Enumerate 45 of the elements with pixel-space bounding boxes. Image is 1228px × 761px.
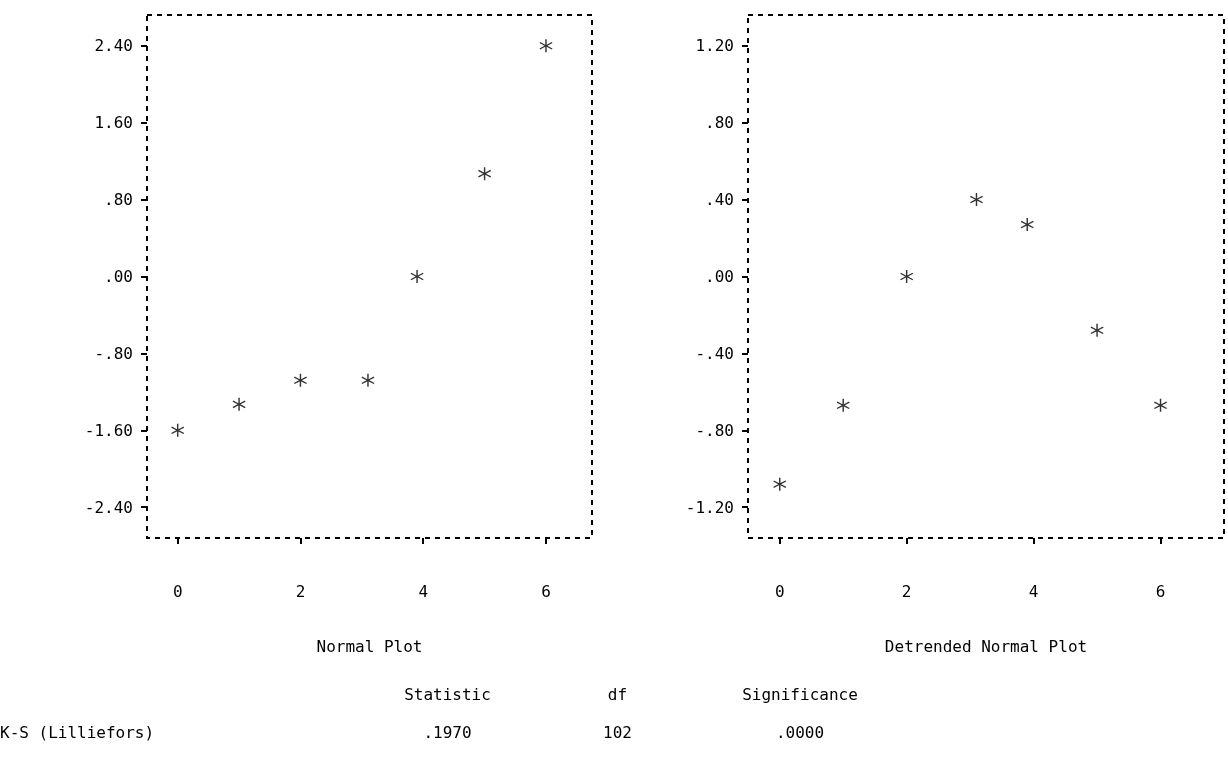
y-tick-label: -1.60 xyxy=(84,420,133,440)
x-tick-label: 6 xyxy=(1155,581,1166,601)
point xyxy=(900,270,914,283)
text: Significance xyxy=(741,683,859,706)
point xyxy=(1154,398,1168,412)
point xyxy=(410,270,424,283)
x-axis-title: Detrended Normal Plot xyxy=(884,636,1088,656)
point xyxy=(1020,218,1034,232)
x-tick-label: 2 xyxy=(901,581,912,601)
y-tick-label: -1.20 xyxy=(685,497,734,517)
text: K-S (Lilliefors) xyxy=(0,721,156,744)
y-tick-label: .40 xyxy=(705,190,734,210)
y-tick-label: .80 xyxy=(104,190,133,210)
y-tick-label: -2.40 xyxy=(84,497,133,517)
text: .1970 xyxy=(422,721,473,744)
y-tick-label: -.40 xyxy=(695,343,734,363)
point xyxy=(293,373,307,387)
x-tick-label: 4 xyxy=(1028,581,1039,601)
point xyxy=(836,398,850,412)
y-tick-label: .80 xyxy=(705,113,734,133)
text: Statistic xyxy=(403,683,492,706)
text: df xyxy=(606,683,629,706)
x-tick-label: 4 xyxy=(418,581,429,601)
y-tick-label: -.80 xyxy=(94,343,133,363)
point xyxy=(232,397,246,411)
point xyxy=(1090,323,1104,337)
point xyxy=(171,423,185,437)
point xyxy=(539,39,553,53)
point xyxy=(478,167,492,181)
point xyxy=(969,193,983,207)
x-tick-label: 6 xyxy=(541,581,551,601)
y-tick-label: 1.60 xyxy=(94,113,133,133)
point xyxy=(773,477,787,491)
y-tick-label: .00 xyxy=(705,267,734,286)
x-tick-label: 0 xyxy=(774,581,785,601)
x-tick-label: 0 xyxy=(172,581,183,601)
text: .0000 xyxy=(774,721,826,744)
x-axis-title: Normal Plot xyxy=(316,636,423,656)
y-tick-label: -.80 xyxy=(695,420,734,440)
text: 102 xyxy=(602,721,633,744)
point xyxy=(361,373,375,387)
y-tick-label: 2.40 xyxy=(94,36,133,56)
x-tick-label: 2 xyxy=(295,581,306,601)
y-tick-label: 1.20 xyxy=(695,36,734,56)
y-tick-label: .00 xyxy=(104,267,133,286)
